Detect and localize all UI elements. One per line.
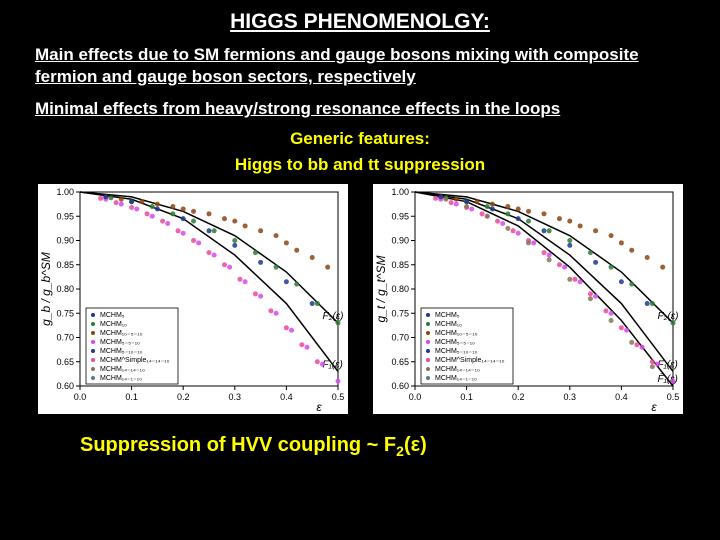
svg-text:0.70: 0.70 xyxy=(56,333,74,343)
slide-title: HIGGS PHENOMENOLGY: xyxy=(0,0,720,34)
svg-text:0.2: 0.2 xyxy=(511,392,524,402)
svg-text:MCHM₁₄₋₁₄₋₁₀: MCHM₁₄₋₁₄₋₁₀ xyxy=(435,366,480,373)
svg-text:MCHM₅: MCHM₅ xyxy=(435,312,460,319)
bottom-prefix: Suppression of HVV coupling ~ F xyxy=(80,434,396,456)
svg-text:F₁(ε): F₁(ε) xyxy=(322,360,342,371)
svg-text:1.00: 1.00 xyxy=(391,187,409,197)
svg-text:MCHM₁₀₋₅₋₁₀: MCHM₁₀₋₅₋₁₀ xyxy=(435,330,478,337)
svg-text:0.80: 0.80 xyxy=(391,284,409,294)
svg-text:0.1: 0.1 xyxy=(125,392,138,402)
svg-text:MCHM₁₀: MCHM₁₀ xyxy=(435,321,462,328)
text-hvv-suppression: Suppression of HVV coupling ~ F2(ε) xyxy=(0,414,720,459)
svg-text:0.0: 0.0 xyxy=(408,392,421,402)
text-suppression: Higgs to bb and tt suppression xyxy=(0,150,720,176)
svg-text:MCHM₁₄₋₁₋₁₀: MCHM₁₄₋₁₋₁₀ xyxy=(100,375,142,382)
svg-text:0.4: 0.4 xyxy=(615,392,628,402)
svg-text:0.3: 0.3 xyxy=(228,392,241,402)
svg-text:MCHM₁₄₋₁₄₋₁₀: MCHM₁₄₋₁₄₋₁₀ xyxy=(100,366,145,373)
svg-text:MCHM₁₀₋₅₋₁₀: MCHM₁₀₋₅₋₁₀ xyxy=(100,330,143,337)
svg-text:0.95: 0.95 xyxy=(56,212,74,222)
svg-text:ε: ε xyxy=(316,400,322,414)
svg-text:0.95: 0.95 xyxy=(391,212,409,222)
svg-text:0.90: 0.90 xyxy=(391,236,409,246)
svg-text:g_b / g_b^SM: g_b / g_b^SM xyxy=(39,253,53,327)
svg-text:0.85: 0.85 xyxy=(391,260,409,270)
text-main-effects: Main effects due to SM fermions and gaug… xyxy=(0,34,720,88)
svg-text:MCHM₅₋₅₋₁₀: MCHM₅₋₅₋₁₀ xyxy=(435,339,475,346)
svg-text:0.75: 0.75 xyxy=(391,309,409,319)
svg-text:1.00: 1.00 xyxy=(56,187,74,197)
svg-text:0.85: 0.85 xyxy=(56,260,74,270)
svg-text:MCHM₅: MCHM₅ xyxy=(100,312,125,319)
svg-text:F₂(ε): F₂(ε) xyxy=(322,311,343,322)
svg-text:MCHM₁₀: MCHM₁₀ xyxy=(100,321,127,328)
charts-row: 0.0 0.1 0.2 0.3 0.4 0.5 0.60 0.65 0.70 0.75 0.80 0.… xyxy=(0,176,720,414)
chart-left: 0.0 0.1 0.2 0.3 0.4 0.5 0.60 0.65 0.70 0.75 0.80 0.… xyxy=(38,184,348,414)
bottom-suffix: (ε) xyxy=(404,434,427,456)
svg-text:F₂(ε): F₂(ε) xyxy=(657,311,678,322)
text-minimal-effects: Minimal effects from heavy/strong resona… xyxy=(0,88,720,120)
svg-text:0.4: 0.4 xyxy=(280,392,293,402)
svg-text:ε: ε xyxy=(651,400,657,414)
svg-text:0.5: 0.5 xyxy=(331,392,344,402)
svg-text:0.5: 0.5 xyxy=(666,392,679,402)
svg-text:0.65: 0.65 xyxy=(56,357,74,367)
svg-text:MCHM₅₋₅₋₁₀: MCHM₅₋₅₋₁₀ xyxy=(100,339,140,346)
bottom-sub: 2 xyxy=(396,443,404,459)
chart-right: 0.0 0.1 0.2 0.3 0.4 0.5 0.60 0.65 0.70 0.75 0.80 0.… xyxy=(373,184,683,414)
svg-text:0.80: 0.80 xyxy=(56,284,74,294)
svg-text:MCHM₅₋₁₀₋₁₀: MCHM₅₋₁₀₋₁₀ xyxy=(435,348,478,355)
svg-text:0.60: 0.60 xyxy=(56,381,74,391)
svg-text:0.90: 0.90 xyxy=(56,236,74,246)
svg-text:0.65: 0.65 xyxy=(391,357,409,367)
svg-text:0.75: 0.75 xyxy=(56,309,74,319)
svg-text:0.2: 0.2 xyxy=(176,392,189,402)
svg-text:0.60: 0.60 xyxy=(391,381,409,391)
svg-text:MCHM₅₋₁₀₋₁₀: MCHM₅₋₁₀₋₁₀ xyxy=(100,348,143,355)
svg-text:MCHM₁₄₋₁₋₁₀: MCHM₁₄₋₁₋₁₀ xyxy=(435,375,477,382)
svg-text:0.70: 0.70 xyxy=(391,333,409,343)
svg-text:0.0: 0.0 xyxy=(73,392,86,402)
svg-text:0.1: 0.1 xyxy=(460,392,473,402)
svg-text:F₁(ε): F₁(ε) xyxy=(657,360,677,371)
svg-text:F̄₁(ε): F̄₁(ε) xyxy=(657,373,677,386)
svg-text:MCHM^Simple₁₄₋₁₄₋₁₀: MCHM^Simple₁₄₋₁₄₋₁₀ xyxy=(100,357,170,364)
text-generic-features: Generic features: xyxy=(0,120,720,150)
svg-text:MCHM^Simple₁₄₋₁₄₋₁₀: MCHM^Simple₁₄₋₁₄₋₁₀ xyxy=(435,357,505,364)
svg-text:g_t / g_t^SM: g_t / g_t^SM xyxy=(374,256,388,323)
svg-text:0.3: 0.3 xyxy=(563,392,576,402)
